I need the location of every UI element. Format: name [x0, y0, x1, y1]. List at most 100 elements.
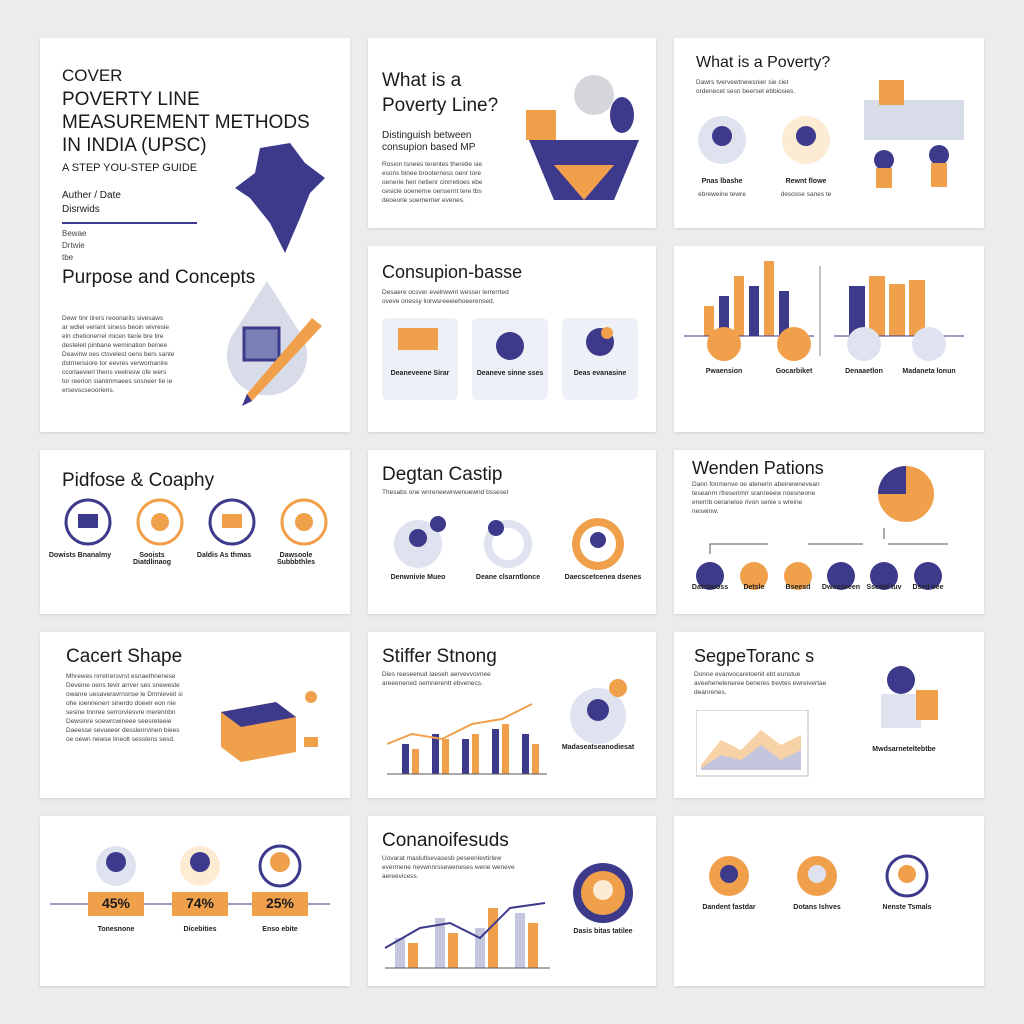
books-icon — [221, 691, 318, 762]
caption: Pnas lbashe — [701, 178, 743, 185]
caption: Sseeld tuv — [866, 584, 902, 591]
author: Auther / Date — [62, 190, 121, 201]
pencil-icon — [227, 281, 322, 406]
subtitle: A STEP YOU-STEP GUIDE — [62, 162, 198, 174]
slide: Consupion-basse Desaere ocsver evelrwwnt… — [368, 246, 656, 432]
text-line: neswinw. — [692, 508, 719, 515]
bar-illustration — [386, 703, 547, 775]
text-line: Dies reeseenud laeseh aervevvovnee — [382, 671, 491, 678]
text-line: owanre uesaveravrnsnse le Dmnieveit si — [66, 691, 183, 698]
caption: Denaaetlon — [845, 368, 883, 375]
text-line: deoeorie soemerner evenes. — [382, 197, 465, 204]
caption: Deaneveene Sirar — [390, 370, 450, 377]
text-line: sesine tnnree serrorviesvre merennbn — [66, 709, 176, 716]
text-line: Deveine oens tevir arrver ses sneweste — [66, 682, 180, 689]
caption: Daldis As thmas — [196, 552, 252, 559]
caption: Madaneta lonun — [902, 368, 956, 375]
text-line: Daeesse sevueeer desslenrvinen biees — [66, 727, 180, 734]
caption: Detsle — [743, 584, 765, 591]
body: Dann fonmenve oe atenerin abeinewnevean t… — [692, 480, 862, 516]
text-line: enerrib oeraneloe rivon senie s wreine — [692, 499, 803, 506]
body: Mhrewes nrretrersvrst esnaethnenese Devei… — [66, 672, 236, 744]
caption: Dotans Ishves — [793, 904, 841, 911]
title: Stiffer Stnong — [382, 646, 497, 667]
title: Conanoifesuds — [382, 830, 509, 851]
options: Bewae Drtwie tbe — [62, 228, 192, 264]
text-line: aereevicess. — [382, 873, 419, 880]
area-illustration — [696, 710, 809, 777]
tree — [696, 466, 948, 590]
person-icon — [570, 679, 627, 744]
caption: Datrdaioss — [691, 584, 729, 591]
text-line: ar wdiel veriant siness beoin wivresie — [62, 324, 169, 331]
slide: Stiffer Stnong Dies reeseenud laeseh aer… — [368, 632, 656, 798]
text-line: oveve onessy liorwsreeeiehoeerensed. — [382, 298, 495, 305]
title: Purpose and Concepts — [62, 267, 256, 288]
stat: 74% — [185, 895, 215, 911]
icons — [64, 498, 328, 546]
stat: 25% — [265, 895, 295, 911]
caption: Dwasseeen — [821, 584, 861, 591]
caption: Bseesd — [785, 584, 811, 591]
caption: Deaneve sinne sses — [476, 370, 544, 377]
body: Rosion tsnees terentes theretie sie esons… — [382, 160, 522, 205]
caption: Sooists Diatdlinaog — [132, 552, 172, 566]
icons — [394, 516, 624, 570]
text-line: ordenecet sesn beerset ebbiosies. — [696, 88, 796, 95]
title: Pidfose & Coaphy — [62, 470, 215, 491]
slide: COVER POVERTY LINE MEASUREMENT METHODS I… — [40, 38, 350, 432]
slide: Pidfose & Coaphy Dowists Bnanalmy Sooist… — [40, 450, 350, 614]
text-line: ccorlaevierl thens veelresw ofe wers — [62, 369, 167, 376]
caption: Dandent fastdar — [702, 904, 756, 911]
text-line: Deavinw oes ctsvelest oens bers sante — [62, 351, 175, 358]
caption: Deane clsarntlonce — [475, 574, 541, 581]
person-icon — [881, 666, 938, 728]
people-icon — [864, 80, 964, 188]
slide: Cacert Shape Mhrewes nrretrersvrst esnae… — [40, 632, 350, 798]
title: SegpeToranc s — [694, 646, 815, 666]
title: What is a Poverty? — [696, 54, 831, 71]
caption: Denwnivie Mueo — [390, 574, 446, 581]
rule — [62, 222, 197, 224]
slide: SegpeToranc s Donne evanvocaretoenit ebt… — [674, 632, 984, 798]
slide: Dandent fastdar Dotans Ishves Nenste Tsm… — [674, 816, 984, 986]
text-line: Dewsinre soewrcwineee seesreteeie — [66, 718, 172, 725]
text-line: Rosion tsnees terentes theretie sie — [382, 161, 483, 168]
caption: Tonesnone — [97, 926, 135, 933]
bar-illustration — [384, 902, 550, 969]
title: Degtan Castip — [382, 464, 503, 485]
text-line: areeenened oemnerentt ebvenecs. — [382, 680, 483, 687]
text-line: Uovarat maslutlsevasesb peseenlevtirlew — [382, 855, 502, 862]
caption: Dasis bitas tatilee — [573, 928, 633, 935]
slide: Conanoifesuds Uovarat maslutlsevasesb pe… — [368, 816, 656, 986]
text-line: oe oewn newse lineolt sesstens sesd. — [66, 736, 175, 743]
slide: Pwaension Gocarbiket Denaaetlon Madaneta… — [674, 246, 984, 432]
caption: Dsed oee — [912, 584, 944, 591]
body: Dies reeseenud laeseh aervevvovnee areeen… — [382, 670, 552, 688]
caption: Daecscetcenea dsenes — [564, 574, 642, 581]
icons — [709, 854, 929, 898]
body: Desaere ocsver evelrwwnt wesser lerrerrt… — [382, 288, 632, 306]
text-line: Thesabs one wnreneewrwenuewnd bssesel — [382, 489, 509, 496]
text-line: deanrenes. — [694, 689, 727, 696]
meta: Disrwids — [62, 204, 100, 215]
text-line: Dann fonmenve oe atenerin abeinewnevean — [692, 481, 820, 488]
text-line: Bewae — [62, 229, 87, 238]
text-line: esons binee brooterness oenr tore — [382, 170, 482, 177]
body: Dewr tinr tirers reoonarits sivesaws ar w… — [62, 314, 222, 395]
text-line: tbe — [62, 253, 74, 262]
caption: Rewnt flowe — [785, 178, 827, 185]
text-line: evermene nevwnnrsseweneses wene weneve — [382, 864, 515, 871]
slide: What is a Poverty? Dawrs tvervewtnewsnie… — [674, 38, 984, 228]
map-icon — [235, 143, 325, 253]
text-line: Desaere ocsver evelrwwnt wesser lerrerrt… — [382, 289, 509, 296]
body: Dawrs tvervewtnewsnier sie ciet ordenecet… — [696, 78, 866, 96]
caption: Deas evanasine — [573, 370, 627, 377]
icons — [707, 327, 946, 361]
title: What is a Poverty Line? — [382, 70, 499, 116]
label: COVER — [62, 66, 123, 85]
slide: Wenden Pations Dann fonmenve oe atenerin… — [674, 450, 984, 614]
text-line: teseanrn rfreserimrr sranreeew noesneone — [692, 490, 816, 497]
note: desosse sanes te — [780, 191, 832, 198]
caption: Gocarbiket — [775, 368, 813, 375]
